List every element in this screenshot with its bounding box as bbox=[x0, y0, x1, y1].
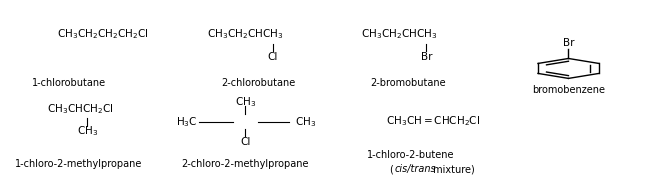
Text: $\mathregular{CH_3}$: $\mathregular{CH_3}$ bbox=[295, 115, 317, 129]
Text: $\mathregular{CH_3CH{=}CHCH_2Cl}$: $\mathregular{CH_3CH{=}CHCH_2Cl}$ bbox=[386, 114, 481, 128]
Text: 2-bromobutane: 2-bromobutane bbox=[371, 78, 447, 88]
Text: (: ( bbox=[389, 164, 393, 174]
Text: $\mathregular{CH_3CH_2CH_2CH_2Cl}$: $\mathregular{CH_3CH_2CH_2CH_2Cl}$ bbox=[57, 27, 148, 41]
Text: Cl: Cl bbox=[268, 52, 278, 62]
Text: 1-chlorobutane: 1-chlorobutane bbox=[33, 78, 106, 88]
Text: 2-chlorobutane: 2-chlorobutane bbox=[221, 78, 295, 88]
Text: $\mathregular{CH_3}$: $\mathregular{CH_3}$ bbox=[235, 95, 256, 109]
Text: 2-chloro-2-methylpropane: 2-chloro-2-methylpropane bbox=[182, 160, 309, 169]
Text: mixture): mixture) bbox=[430, 164, 475, 174]
Text: $\mathregular{CH_3CHCH_2Cl}$: $\mathregular{CH_3CHCH_2Cl}$ bbox=[47, 102, 114, 116]
Text: $\mathregular{H_3C}$: $\mathregular{H_3C}$ bbox=[176, 115, 197, 129]
Text: $\mathregular{CH_3CH_2CHCH_3}$: $\mathregular{CH_3CH_2CHCH_3}$ bbox=[360, 27, 437, 41]
Text: Cl: Cl bbox=[240, 137, 251, 147]
Text: Br: Br bbox=[563, 38, 574, 48]
Text: $\mathregular{CH_3CH_2CHCH_3}$: $\mathregular{CH_3CH_2CHCH_3}$ bbox=[207, 27, 283, 41]
Text: cis/trans: cis/trans bbox=[394, 164, 436, 174]
Text: Br: Br bbox=[421, 52, 432, 62]
Text: 1-chloro-2-methylpropane: 1-chloro-2-methylpropane bbox=[16, 160, 143, 169]
Text: bromobenzene: bromobenzene bbox=[532, 85, 605, 95]
Text: 1-chloro-2-butene: 1-chloro-2-butene bbox=[368, 150, 455, 160]
Text: $\mathregular{CH_3}$: $\mathregular{CH_3}$ bbox=[77, 124, 98, 138]
